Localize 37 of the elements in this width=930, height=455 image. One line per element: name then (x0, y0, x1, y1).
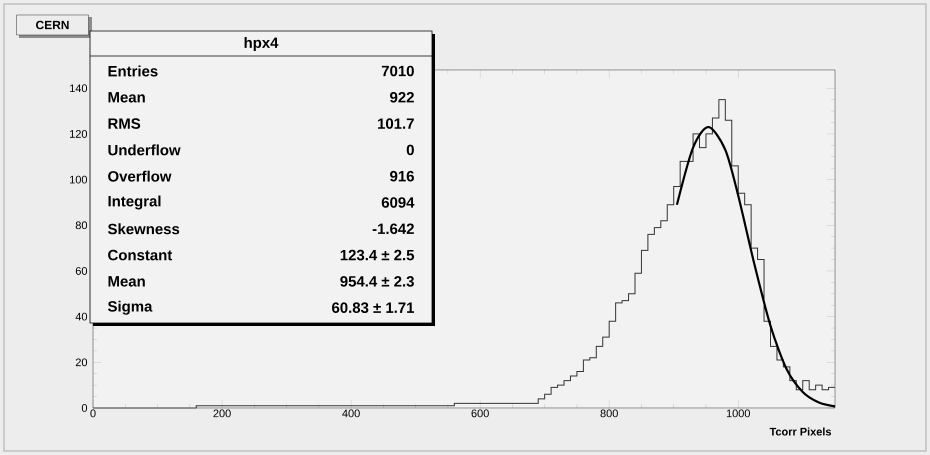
annotation: 922 (390, 92, 414, 103)
annotation: Constant (108, 250, 172, 260)
annotation: 123.4 ± 2.5 (340, 250, 414, 260)
y-tick-label: 80 (76, 221, 88, 230)
y-tick-label: 60 (76, 267, 88, 275)
annotation: -1.642 (372, 223, 414, 234)
chart-subtitle: CERN (36, 20, 69, 30)
x-tick-label: 0 (90, 410, 96, 418)
y-tick-label: 140 (70, 84, 88, 92)
annotation: 101.7 (378, 118, 414, 129)
y-tick-label: 40 (76, 312, 88, 321)
annotation: 60.83 ± 1.71 (332, 302, 414, 313)
annotation: 0 (406, 144, 414, 156)
x-tick-label: 200 (213, 410, 231, 418)
annotation: 954.4 ± 2.3 (340, 276, 414, 287)
x-tick-label: 1000 (726, 410, 750, 418)
y-tick-label: 0 (82, 404, 88, 412)
chart-title: hpx4 (244, 37, 278, 51)
y-tick-label: 100 (70, 176, 88, 184)
x-axis-title: Tcorr Pixels (770, 428, 832, 436)
annotation: Skewness (108, 223, 180, 234)
x-tick-label: 600 (472, 410, 489, 418)
x-tick-label: 800 (600, 410, 618, 418)
y-tick-label: 120 (70, 130, 88, 138)
annotation: 6094 (382, 197, 414, 208)
annotation: 7010 (382, 66, 414, 76)
annotation: Mean (108, 92, 145, 102)
annotation: RMS (108, 118, 140, 129)
y-tick-label: 20 (76, 358, 88, 366)
annotation: Sigma (108, 300, 152, 315)
annotation: Mean (108, 276, 145, 287)
annotation: Overflow (108, 170, 172, 182)
annotation: Integral (108, 195, 160, 210)
annotation: Entries (108, 66, 158, 76)
annotation: Underflow (108, 144, 181, 156)
x-tick-label: 400 (342, 410, 360, 418)
annotation: 916 (390, 170, 414, 182)
